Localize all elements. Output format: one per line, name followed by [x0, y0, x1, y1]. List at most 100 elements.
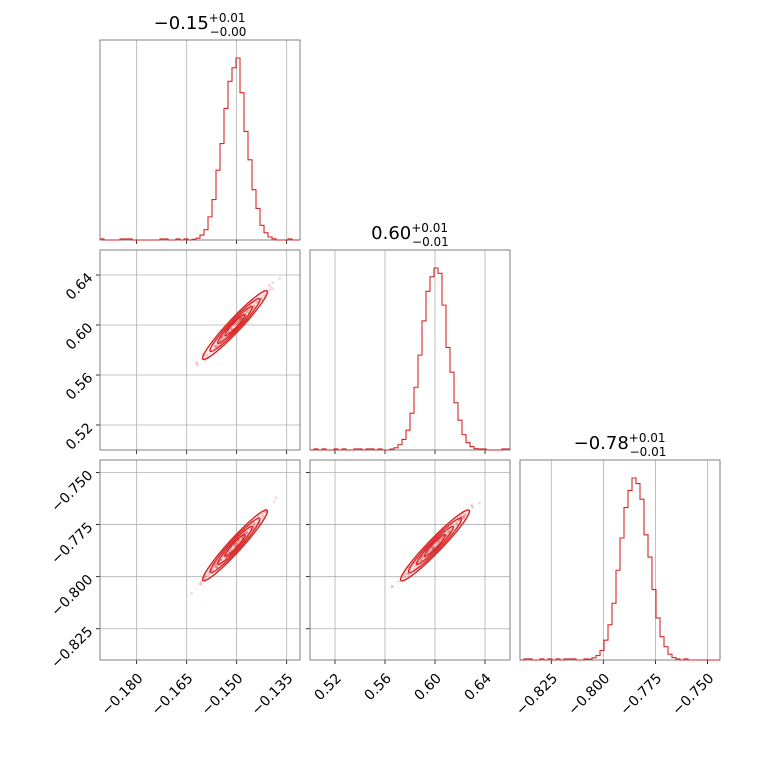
scatter-point — [213, 346, 217, 349]
scatter-point — [447, 528, 451, 532]
scatter-point — [213, 563, 217, 567]
scatter-point — [215, 565, 218, 569]
scatter-point — [278, 277, 282, 280]
scatter-point — [437, 539, 440, 543]
scatter-point — [269, 286, 273, 289]
scatter-point — [455, 521, 459, 524]
scatter-point — [199, 582, 203, 586]
scatter-point — [199, 579, 203, 583]
x-tick-label: 0.52 — [312, 671, 345, 704]
scatter-point — [196, 363, 200, 367]
scatter-point — [419, 557, 423, 561]
y-tick-label: 0.64 — [63, 270, 96, 303]
scatter-point — [447, 530, 451, 534]
density-contour — [224, 533, 246, 558]
scatter-point — [190, 591, 194, 595]
x-tick-label: −0.825 — [513, 671, 561, 719]
scatter-point — [470, 504, 474, 508]
scatter-point — [252, 305, 256, 309]
y-tick-label: 0.56 — [63, 370, 96, 403]
scatter-point — [214, 563, 217, 567]
scatter-point — [403, 575, 406, 579]
scatter-point — [432, 545, 435, 548]
scatter-point — [457, 518, 461, 522]
density-contour — [415, 525, 455, 566]
scatter-point — [214, 563, 217, 566]
scatter-point — [261, 512, 264, 516]
scatter-point — [211, 568, 214, 572]
scatter-point — [234, 542, 238, 546]
scatter-point — [230, 327, 234, 331]
scatter-point — [234, 321, 238, 325]
histogram-line — [520, 477, 720, 661]
scatter-point — [469, 503, 473, 507]
scatter-point — [463, 513, 467, 517]
scatter-point — [256, 515, 260, 519]
scatter-point — [436, 541, 440, 545]
density-contour — [407, 517, 463, 574]
scatter-point — [237, 320, 241, 324]
scatter-point — [454, 524, 458, 528]
scatter-point — [252, 305, 256, 309]
scatter-point — [233, 544, 237, 548]
histogram-line — [310, 267, 510, 451]
scatter-point — [237, 319, 241, 322]
scatter-point — [271, 281, 275, 284]
scatter-point — [244, 310, 247, 314]
scatter-point — [195, 362, 199, 365]
panel-frame — [99, 39, 301, 241]
panel-frame — [99, 249, 301, 451]
scatter-point — [462, 515, 466, 519]
scatter-point — [233, 544, 237, 548]
scatter-point — [420, 557, 424, 561]
density-contour — [216, 525, 254, 566]
scatter-point — [464, 513, 468, 517]
scatter-point — [245, 530, 249, 534]
scatter-point — [462, 516, 465, 520]
hist-panel-1: −0.15+0.01 −0.00 — [99, 11, 301, 244]
panel-frame — [309, 459, 511, 661]
scatter-point — [432, 545, 436, 549]
scatter-point — [239, 316, 243, 320]
y-tick-label: −0.750 — [48, 468, 96, 516]
scatter-point — [255, 300, 259, 304]
scatter-point — [198, 582, 202, 586]
param-title-1: −0.15+0.01 −0.00 — [154, 11, 247, 39]
scatter-point — [220, 558, 224, 562]
scatter-point — [245, 531, 249, 534]
scatter-point — [205, 354, 209, 357]
scatter-point — [219, 559, 222, 563]
scatter-point — [195, 360, 199, 364]
y-tick-label: −0.825 — [48, 624, 96, 672]
param-title-2: 0.60+0.01 −0.01 — [371, 221, 449, 249]
scatter-point — [418, 559, 422, 563]
title-value: −0.78 — [574, 433, 629, 454]
y-tick-label: 0.52 — [63, 420, 96, 453]
scatter-point — [268, 288, 272, 292]
scatter-point — [202, 576, 206, 580]
x-tick-label: −0.775 — [617, 671, 665, 719]
scatter-point — [432, 546, 436, 549]
scatter-point — [419, 558, 423, 561]
scatter-point — [439, 537, 443, 541]
title-minus: −0.01 — [412, 235, 449, 249]
scatter-point — [459, 514, 463, 518]
scatter-point — [271, 287, 275, 291]
title-plus: +0.01 — [209, 11, 246, 25]
scatter-point — [234, 543, 238, 547]
scatter-point — [207, 573, 211, 576]
scatter-point — [430, 546, 434, 550]
scatter-point — [219, 337, 223, 341]
scatter-point — [254, 300, 258, 304]
scatter-point — [405, 572, 409, 575]
scatter-point — [260, 296, 264, 300]
scatter-point — [214, 345, 218, 349]
scatter-point — [406, 573, 410, 576]
scatter-point — [428, 548, 432, 552]
density-contour — [201, 509, 269, 582]
title-minus: −0.01 — [630, 445, 667, 459]
scatter-point — [471, 506, 475, 510]
scatter-point — [274, 496, 278, 500]
